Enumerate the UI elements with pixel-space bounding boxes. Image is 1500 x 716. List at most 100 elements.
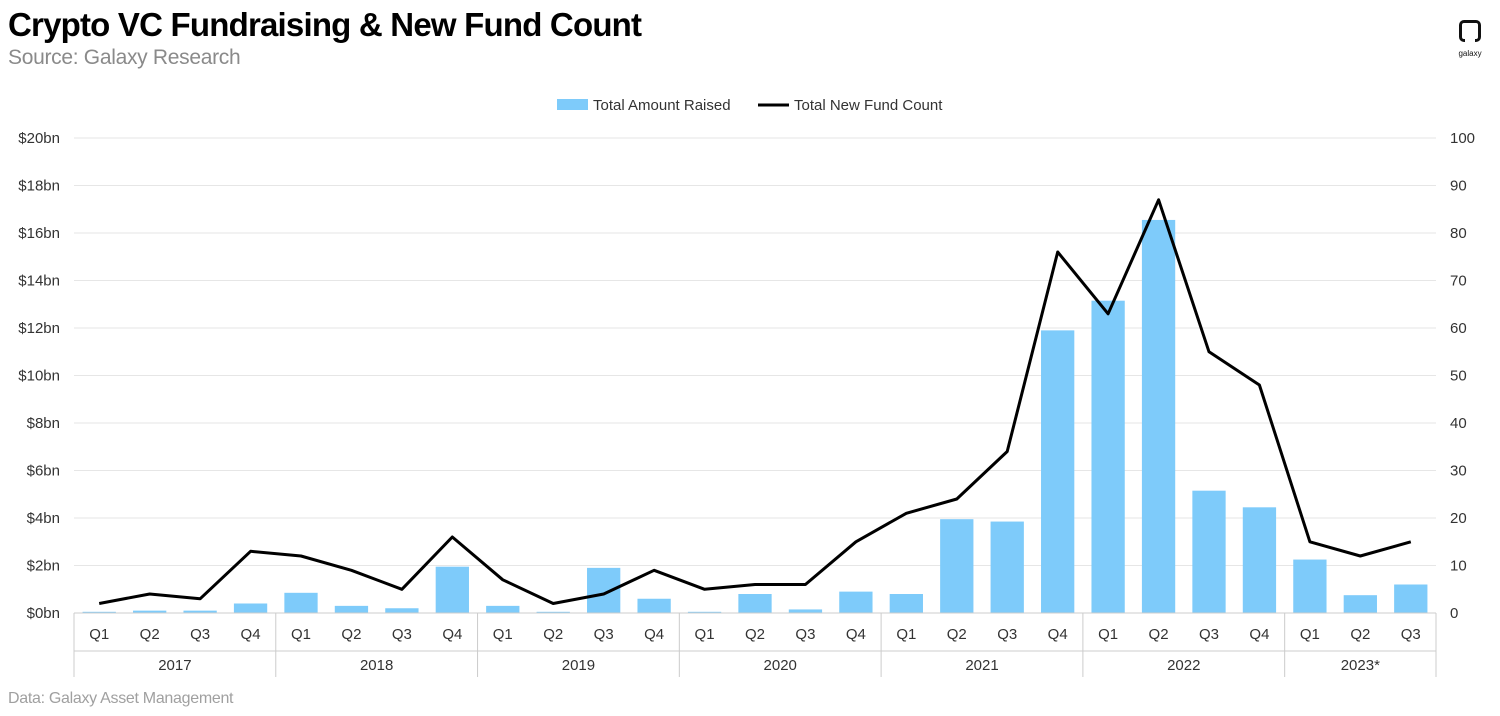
quarter-label: Q3 (1401, 626, 1421, 643)
x-axis: Q1 Q2 Q3 Q4 Q1 Q2 Q3 Q4 Q1 Q2 Q3 Q4 Q1 Q2 Q3 Q4 Q1 Q2 Q3 Q4… (73, 612, 1437, 677)
quarter-label: Q2 (745, 626, 765, 643)
year-label: 2018 (360, 657, 393, 674)
quarter-label: Q4 (846, 626, 866, 643)
legend-line-label: Total New Fund Count (794, 97, 943, 114)
bar (738, 594, 772, 613)
bar (1293, 559, 1327, 613)
fund-count-line (98, 198, 1412, 605)
right-tick-label: 90 (1450, 178, 1467, 195)
quarter-label: Q4 (442, 626, 462, 643)
bar (82, 611, 116, 613)
quarter-label: Q1 (493, 626, 513, 643)
year-label: 2020 (764, 657, 797, 674)
bar (587, 567, 621, 613)
quarter-label: Q1 (896, 626, 916, 643)
bar (385, 608, 419, 613)
galaxy-logo-icon (1459, 20, 1481, 43)
bar (788, 609, 823, 613)
legend: Total Amount Raised Total New Fund Count (557, 97, 943, 114)
bar (1242, 507, 1277, 613)
bar (1343, 595, 1377, 613)
left-tick-label: $8bn (27, 415, 60, 432)
quarter-label: Q1 (1098, 626, 1118, 643)
right-tick-label: 80 (1450, 225, 1467, 242)
left-axis: $0bn $2bn $4bn $6bn $8bn $10bn $12bn $14bn $16bn… (18, 130, 60, 622)
bar-series (82, 219, 1428, 613)
right-tick-label: 30 (1450, 463, 1467, 480)
logo-text: galaxy (1458, 49, 1482, 58)
year-label: 2021 (965, 657, 998, 674)
bar (1192, 490, 1226, 613)
right-tick-label: 0 (1450, 605, 1458, 622)
bar (233, 603, 268, 613)
bar (334, 605, 369, 613)
quarter-label: Q2 (1149, 626, 1169, 643)
year-label: 2022 (1167, 657, 1200, 674)
quarter-label: Q3 (795, 626, 815, 643)
quarter-label: Q3 (997, 626, 1017, 643)
bar (1141, 219, 1176, 613)
chart-subtitle: Source: Galaxy Research (8, 46, 241, 69)
left-tick-label: $18bn (18, 178, 60, 195)
quarter-label: Q2 (947, 626, 967, 643)
bar (637, 598, 671, 613)
bar (284, 592, 318, 613)
quarter-label: Q1 (291, 626, 311, 643)
bar (435, 566, 469, 613)
quarter-label: Q2 (543, 626, 563, 643)
left-tick-label: $14bn (18, 273, 60, 290)
left-tick-label: $10bn (18, 368, 60, 385)
quarter-label: Q3 (190, 626, 210, 643)
left-tick-label: $20bn (18, 130, 60, 147)
bar (486, 605, 520, 613)
bar (839, 591, 873, 613)
year-label: 2017 (158, 657, 191, 674)
right-axis: 0 10 20 30 40 50 60 70 80 90 100 (1450, 130, 1475, 622)
line-series (98, 198, 1412, 605)
left-tick-label: $4bn (27, 510, 60, 527)
bar (1394, 584, 1428, 613)
quarter-label: Q1 (1300, 626, 1320, 643)
quarter-label: Q3 (1199, 626, 1219, 643)
quarter-label: Q1 (89, 626, 109, 643)
right-tick-label: 20 (1450, 510, 1467, 527)
right-tick-label: 70 (1450, 273, 1467, 290)
left-tick-label: $2bn (27, 558, 60, 575)
bar (1041, 330, 1075, 613)
bar (133, 610, 167, 613)
year-label: 2023* (1341, 657, 1380, 674)
quarter-label: Q4 (1249, 626, 1269, 643)
quarter-label: Q3 (392, 626, 412, 643)
bar (1091, 300, 1125, 613)
bar (687, 611, 722, 613)
bar (889, 594, 923, 613)
quarter-label: Q2 (341, 626, 361, 643)
right-tick-label: 10 (1450, 558, 1467, 575)
right-tick-label: 50 (1450, 368, 1467, 385)
galaxy-logo: galaxy (1452, 20, 1488, 66)
gridlines (74, 137, 1436, 566)
quarter-label: Q2 (140, 626, 160, 643)
left-tick-label: $16bn (18, 225, 60, 242)
quarter-label: Q4 (241, 626, 261, 643)
quarter-label: Q1 (695, 626, 715, 643)
legend-bar-label: Total Amount Raised (593, 97, 731, 114)
quarter-label: Q3 (594, 626, 614, 643)
legend-bar-swatch (557, 99, 588, 110)
left-tick-label: $6bn (27, 463, 60, 480)
quarter-label: Q4 (1048, 626, 1068, 643)
bar (940, 519, 974, 613)
left-tick-label: $12bn (18, 320, 60, 337)
right-tick-label: 40 (1450, 415, 1467, 432)
quarter-label: Q4 (644, 626, 664, 643)
quarter-label: Q2 (1350, 626, 1370, 643)
bar (183, 610, 217, 613)
right-tick-label: 100 (1450, 130, 1475, 147)
bar (536, 611, 570, 613)
bar (990, 521, 1024, 613)
left-tick-label: $0bn (27, 605, 60, 622)
year-label: 2019 (562, 657, 595, 674)
right-tick-label: 60 (1450, 320, 1467, 337)
chart-title: Crypto VC Fundraising & New Fund Count (8, 6, 642, 43)
